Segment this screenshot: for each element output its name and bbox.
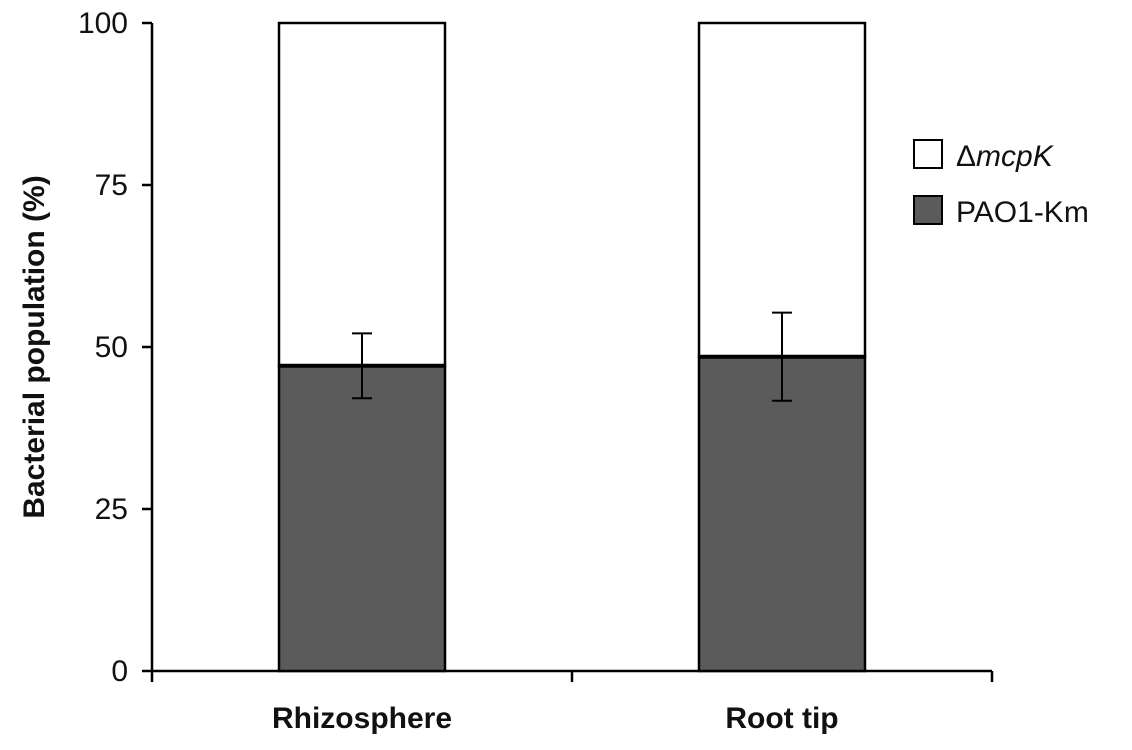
x-tick-label: Rhizosphere — [272, 702, 452, 735]
legend: ΔmcpK PAO1-Km — [913, 139, 1089, 229]
legend-swatch — [913, 195, 943, 225]
x-axis: Rhizosphere Root tip — [150, 669, 994, 735]
x-tick-label: Root tip — [725, 702, 838, 735]
bars — [277, 21, 867, 673]
y-tick-label: 25 — [95, 493, 128, 526]
y-axis-label: Bacterial population (%) — [18, 175, 51, 518]
y-tick-label: 100 — [78, 7, 128, 40]
y-tick-label: 0 — [111, 655, 128, 688]
bar-delta-mcpk — [697, 21, 867, 358]
legend-label: ΔmcpK — [956, 140, 1055, 173]
legend-label-text: PAO1-Km — [956, 196, 1089, 229]
legend-label: PAO1-Km — [956, 196, 1089, 229]
y-axis: 0 25 50 75 100 — [78, 7, 154, 688]
y-tick-label: 75 — [95, 169, 128, 202]
legend-label-prefix: Δ — [956, 140, 976, 173]
legend-label-text: mcpK — [976, 140, 1055, 173]
legend-swatch — [913, 139, 943, 169]
bar-pao1-km — [277, 364, 447, 673]
error-bars — [352, 311, 792, 402]
y-tick-label: 50 — [95, 331, 128, 364]
bar-pao1-km — [697, 355, 867, 673]
bar-delta-mcpk — [277, 21, 447, 368]
